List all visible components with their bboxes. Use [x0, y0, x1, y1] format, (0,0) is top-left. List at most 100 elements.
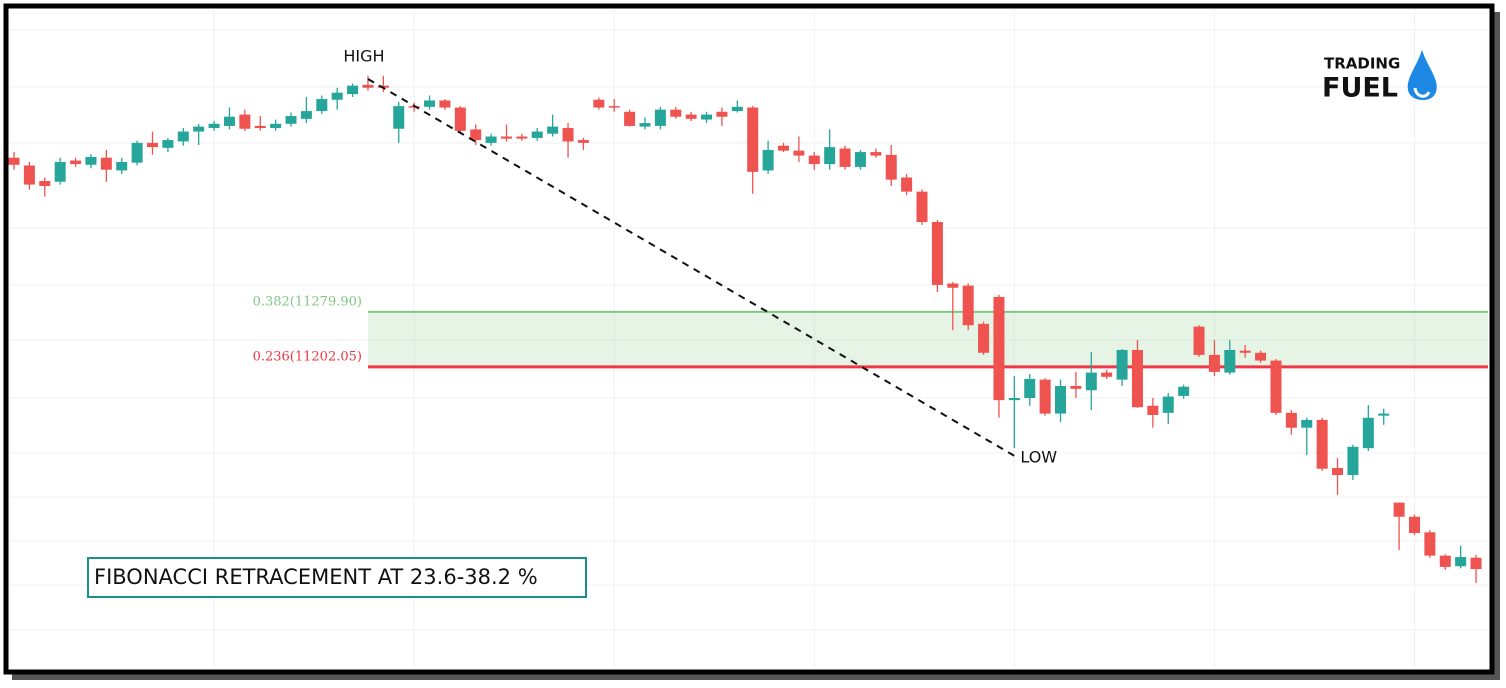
candle-body: [1039, 379, 1051, 414]
candle-body: [978, 323, 990, 353]
candle-body: [747, 107, 759, 172]
candle-body: [562, 128, 574, 142]
candle-body: [424, 100, 436, 107]
candle-body: [8, 157, 20, 165]
logo-drop-shine: [1413, 87, 1431, 98]
candle-body: [1208, 354, 1220, 372]
candle-body: [316, 99, 328, 112]
candle-body: [901, 177, 913, 192]
candle-body: [1255, 352, 1267, 361]
candle-body: [1008, 398, 1020, 401]
candle-body: [500, 136, 512, 139]
candle-body: [470, 129, 482, 141]
candle-body: [1424, 532, 1436, 556]
high-label: HIGH: [343, 46, 384, 65]
candle-body: [516, 136, 528, 139]
candle-body: [131, 142, 143, 163]
candle-body: [1101, 372, 1113, 377]
candle-body: [547, 126, 559, 134]
candle-body: [839, 148, 851, 167]
caption: FIBONACCI RETRACEMENT AT 23.6-38.2 %: [94, 565, 538, 589]
candle-body: [778, 145, 789, 151]
candle-body: [270, 123, 282, 129]
candle-body: [23, 165, 35, 185]
candle-body: [1362, 417, 1374, 449]
candle-body: [116, 161, 128, 171]
candle-body: [1393, 502, 1405, 517]
logo-line2: FUEL: [1322, 73, 1398, 104]
candle-body: [931, 222, 943, 285]
candle-body: [762, 149, 774, 171]
candle-body: [485, 136, 497, 143]
candle-body: [347, 85, 359, 95]
grid: [10, 10, 1488, 668]
candle-body: [162, 140, 174, 148]
candle-body: [993, 296, 1005, 401]
candle-body: [670, 109, 682, 117]
candle-body: [1408, 516, 1420, 534]
candle-body: [577, 140, 589, 143]
candle-body: [300, 111, 312, 119]
candle-body: [39, 181, 51, 186]
candle-body: [239, 114, 251, 129]
candle-body: [1224, 349, 1236, 373]
candle-body: [1347, 446, 1359, 476]
candle-body: [716, 111, 728, 117]
fib-label: 0.382(11279.90): [253, 294, 362, 309]
candle-body: [854, 152, 866, 167]
candle-body: [454, 107, 466, 131]
candle-body: [1285, 412, 1297, 428]
candle-body: [1455, 557, 1467, 567]
candle-body: [254, 125, 266, 129]
candle-body: [870, 152, 882, 156]
candle-body: [393, 106, 405, 129]
candle-body: [685, 114, 697, 119]
candle-body: [100, 157, 112, 170]
candle-body: [331, 92, 343, 100]
candle-body: [223, 116, 235, 126]
candle-body: [193, 126, 205, 132]
candle-body: [362, 84, 374, 88]
candle-body: [1378, 413, 1390, 416]
logo-line1: TRADING: [1324, 55, 1400, 73]
candle-body: [731, 106, 743, 112]
candle-body: [1178, 386, 1190, 396]
candle-body: [962, 285, 974, 326]
candle-body: [439, 100, 451, 108]
candle-body: [285, 116, 297, 124]
candle-body: [824, 147, 836, 165]
candle-body: [85, 157, 97, 165]
candle-body: [1193, 326, 1205, 355]
candle-body: [808, 155, 820, 165]
candle-body: [885, 154, 897, 180]
low-label: LOW: [1020, 447, 1057, 466]
candle-body: [531, 131, 543, 138]
logo-drop: [1407, 50, 1437, 101]
fib-zone: [367, 311, 1489, 367]
candle-body: [1162, 396, 1174, 413]
candle-body: [1239, 350, 1251, 353]
candle-body: [1270, 360, 1282, 413]
candle-body: [947, 283, 959, 288]
candle-body: [377, 85, 389, 88]
candle-body: [1085, 372, 1097, 391]
fib-label: 0.236(11202.05): [253, 349, 362, 364]
plot: 0.382(11279.90) 0.236(11202.05) HIGH LOW: [8, 46, 1489, 584]
logo: TRADING FUEL: [1322, 50, 1437, 104]
candle-body: [1439, 555, 1451, 567]
candle-body: [1470, 557, 1482, 570]
candle-body: [1301, 419, 1313, 428]
candle-body: [1316, 419, 1328, 469]
candle-body: [1147, 405, 1159, 415]
candle-body: [70, 160, 82, 165]
candle-body: [654, 109, 666, 126]
candle-body: [624, 111, 636, 126]
candle-body: [1070, 386, 1082, 389]
candle-body: [1024, 378, 1036, 399]
caption-box: [87, 557, 587, 598]
candle-body: [1055, 386, 1067, 414]
candle-body: [608, 106, 620, 108]
candle-body: [701, 114, 713, 120]
candle-body: [639, 123, 651, 127]
candle-body: [793, 150, 805, 156]
